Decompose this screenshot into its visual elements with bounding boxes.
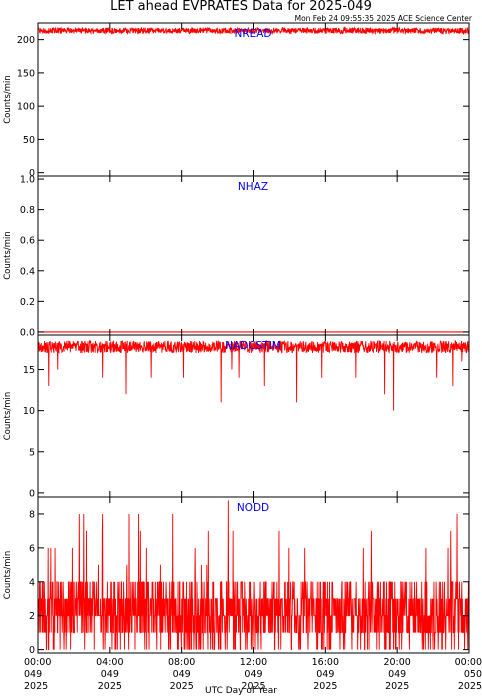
y-tick-label: 0.0 (20, 327, 35, 338)
y-tick-label: 15 (23, 365, 35, 376)
x-tick-label-doy: 049 (316, 669, 334, 680)
x-tick-label-doy: 049 (101, 669, 119, 680)
x-tick-label-year: 2025 (313, 681, 337, 692)
x-tick-label-year: 2025 (170, 681, 194, 692)
y-axis-label: Counts/min (3, 551, 13, 600)
x-tick-label-doy: 049 (388, 669, 406, 680)
y-tick-label: 50 (23, 135, 35, 146)
x-tick-label-doy: 049 (244, 669, 262, 680)
panel-label-nread: NREAD (234, 28, 271, 40)
series-line-nodd (37, 500, 470, 651)
x-tick-label-year: 2025 (24, 681, 48, 692)
panel-label-nhaz: NHAZ (238, 181, 268, 193)
y-axis-label: Counts/min (3, 392, 13, 441)
x-tick-label-doy: 050 (464, 669, 482, 680)
panel-frame-1 (37, 22, 470, 177)
x-tick-label-year: 2025 (458, 681, 482, 692)
x-tick-label-time: 00:00 (24, 657, 51, 668)
x-tick-label-time: 12:00 (240, 657, 267, 668)
y-tick-label: 200 (17, 35, 35, 46)
x-tick-label-year: 2025 (241, 681, 265, 692)
y-tick-label: 0.4 (20, 266, 35, 277)
x-tick-label-time: 16:00 (312, 657, 339, 668)
y-tick-label: 10 (23, 406, 35, 417)
y-axis-label: Counts/min (3, 231, 13, 280)
x-axis-label: UTC Day of Year (205, 686, 277, 696)
panel-label-nodd: NODD (237, 502, 269, 514)
y-tick-label: 2 (29, 611, 35, 622)
x-tick-label-doy: 049 (173, 669, 191, 680)
timestamp-label: Mon Feb 24 09:55:35 2025 ACE Science Cen… (294, 14, 472, 23)
x-tick-label-year: 2025 (385, 681, 409, 692)
y-tick-label: 5 (29, 447, 35, 458)
y-tick-label: 0.2 (20, 297, 35, 308)
y-tick-label: 6 (29, 543, 35, 554)
y-tick-label: 8 (29, 509, 35, 520)
y-tick-label: 150 (17, 68, 35, 79)
y-tick-label: 0.6 (20, 236, 35, 247)
x-tick-label-time: 20:00 (383, 657, 410, 668)
y-tick-label: 1.0 (20, 175, 35, 186)
chart-title: LET ahead EVPRATES Data for 2025-049 (110, 0, 372, 14)
y-tick-label: 4 (29, 577, 35, 588)
panel-frame-2 (37, 175, 470, 336)
series-line-nadcstim (37, 339, 470, 411)
x-tick-label-time: 04:00 (96, 657, 123, 668)
y-tick-label: 0 (29, 168, 35, 179)
panel-label-nadcstim: NADCSTIM (225, 340, 281, 352)
x-tick-label-year: 2025 (98, 681, 122, 692)
x-tick-label-doy: 049 (24, 669, 42, 680)
y-tick-label: 0.8 (20, 205, 35, 216)
y-axis-label: Counts/min (3, 75, 13, 124)
y-tick-label: 0 (29, 488, 35, 499)
y-tick-label: 100 (17, 102, 35, 113)
y-tick-label: 0 (29, 645, 35, 656)
x-tick-label-time: 00:00 (455, 657, 482, 668)
x-tick-label-time: 08:00 (168, 657, 195, 668)
